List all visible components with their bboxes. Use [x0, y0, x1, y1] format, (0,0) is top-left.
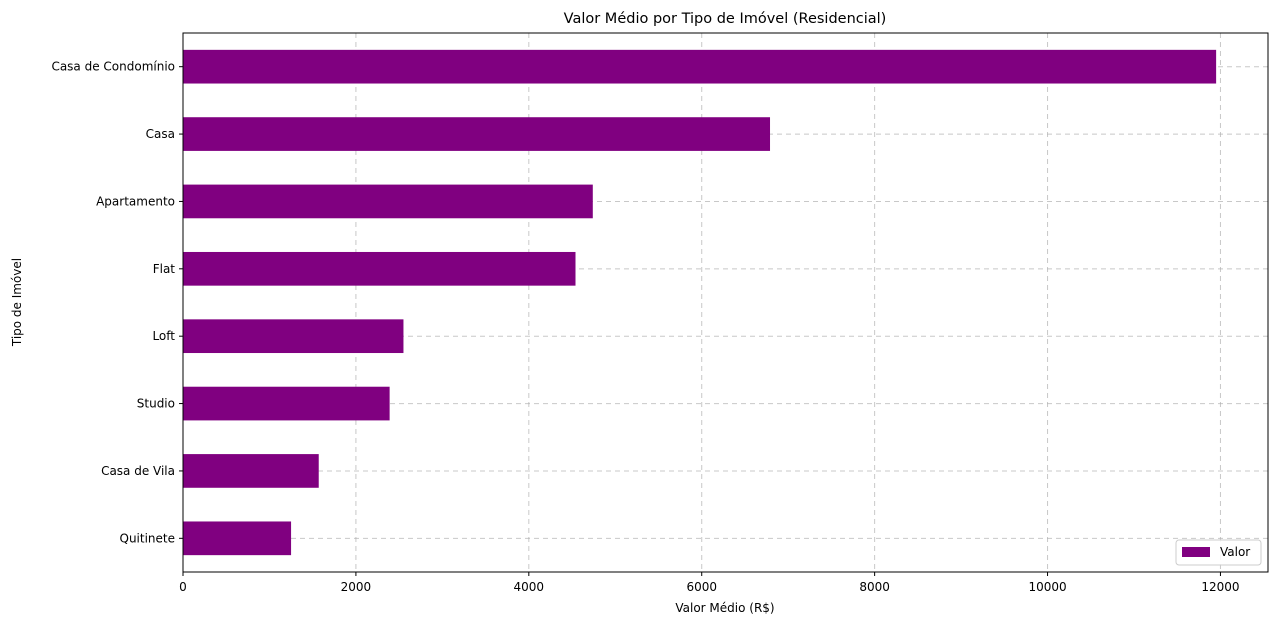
legend-label: Valor: [1220, 545, 1250, 559]
bar: [183, 184, 593, 219]
bar: [183, 319, 404, 354]
y-tick-label: Loft: [152, 329, 175, 343]
bar: [183, 454, 319, 488]
y-axis-title: Tipo de Imóvel: [10, 258, 24, 347]
x-tick-label: 8000: [859, 580, 890, 594]
legend-swatch: [1182, 547, 1210, 557]
x-tick-label: 4000: [514, 580, 545, 594]
grid: [182, 33, 1268, 572]
bars: [183, 49, 1217, 556]
bar: [183, 386, 390, 421]
x-axis-ticks: 0 2000 4000 6000 8000 10000 12000: [179, 572, 1240, 594]
plot-frame: [182, 32, 1269, 573]
x-tick-label: 6000: [686, 580, 717, 594]
x-axis-title: Valor Médio (R$): [675, 601, 774, 615]
chart-title: Valor Médio por Tipo de Imóvel (Residenc…: [564, 11, 887, 27]
y-tick-label: Casa de Condomínio: [51, 60, 175, 74]
bar: [183, 521, 292, 556]
x-tick-label: 10000: [1028, 580, 1066, 594]
y-tick-label: Flat: [153, 262, 176, 276]
y-tick-label: Casa: [146, 127, 175, 141]
x-tick-label: 2000: [341, 580, 372, 594]
legend-box: [1175, 539, 1262, 566]
bar: [183, 117, 771, 151]
y-tick-label: Casa de Vila: [101, 464, 175, 478]
axes: [182, 32, 1269, 573]
y-axis-ticks: Quitinete Casa de Vila Studio Loft Flat Apart…: [51, 60, 183, 545]
x-tick-label: 12000: [1201, 580, 1239, 594]
bar: [183, 251, 576, 286]
x-tick-label: 0: [179, 580, 187, 594]
bar: [183, 49, 1217, 84]
y-tick-label: Apartamento: [96, 194, 175, 208]
legend: Valor: [1175, 539, 1262, 566]
y-tick-label: Quitinete: [120, 531, 176, 545]
y-tick-label: Studio: [137, 397, 175, 411]
